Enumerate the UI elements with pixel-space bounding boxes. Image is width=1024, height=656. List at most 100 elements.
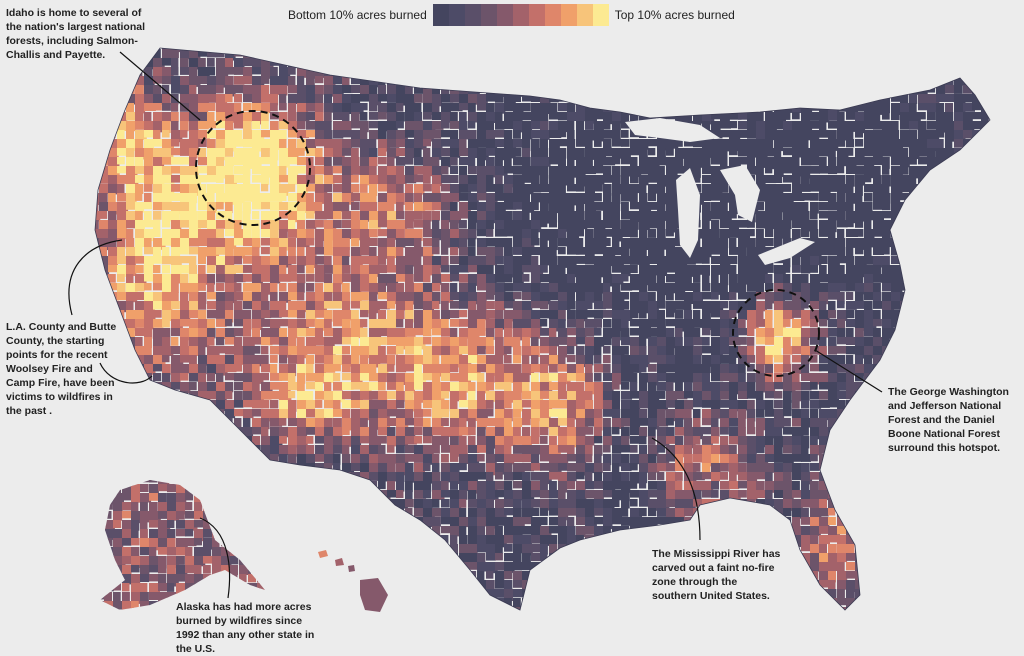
county-cell: [972, 265, 984, 273]
county-cell: [513, 382, 524, 393]
county-cell: [576, 202, 585, 214]
county-cell: [729, 202, 741, 215]
county-cell: [567, 283, 579, 293]
county-cell: [810, 238, 822, 248]
county-cell: [666, 400, 676, 408]
county-cell: [576, 166, 586, 176]
county-cell: [126, 391, 136, 400]
county-cell: [189, 58, 200, 70]
county-cell: [306, 265, 315, 274]
county-cell: [153, 382, 163, 394]
county-cell: [324, 238, 333, 248]
county-cell: [585, 166, 596, 175]
county-cell: [630, 427, 643, 436]
county-cell: [675, 166, 685, 174]
county-cell: [441, 229, 451, 239]
county-cell: [963, 319, 974, 329]
county-cell: [144, 157, 153, 170]
county-cell: [234, 220, 242, 232]
county-cell: [549, 382, 560, 391]
county-cell: [189, 85, 197, 95]
county-cell: [468, 202, 480, 210]
county-cell: [171, 130, 183, 143]
county-cell: [306, 121, 318, 130]
county-cell: [783, 274, 791, 287]
county-cell: [702, 427, 712, 435]
county-cell: [126, 220, 136, 229]
county-cell: [369, 229, 378, 238]
county-cell: [783, 328, 794, 339]
county-cell: [279, 310, 290, 318]
county-cell: [468, 220, 477, 231]
county-cell: [594, 346, 602, 356]
county-cell: [900, 130, 911, 142]
county-cell: [603, 121, 611, 130]
county-cell: [234, 202, 243, 214]
county-cell: [648, 355, 658, 363]
county-cell: [351, 157, 360, 170]
county-cell: [243, 427, 254, 437]
county-cell: [585, 130, 595, 141]
county-cell: [999, 328, 1009, 339]
county-cell: [162, 346, 174, 356]
county-cell: [882, 58, 890, 66]
county-cell: [864, 103, 874, 115]
county-cell: [423, 166, 433, 177]
county-cell: [855, 418, 868, 426]
county-cell: [873, 48, 885, 51]
county-cell: [567, 130, 575, 143]
county-cell: [234, 175, 246, 183]
county-cell: [387, 283, 397, 293]
county-cell: [261, 112, 269, 122]
county-cell: [243, 247, 255, 256]
county-cell: [756, 103, 766, 112]
county-cell: [819, 247, 831, 256]
county-cell: [765, 445, 778, 457]
county-cell: [459, 427, 471, 436]
county-cell: [882, 166, 890, 175]
county-cell: [189, 328, 199, 338]
county-cell: [558, 346, 567, 358]
county-cell: [225, 472, 237, 480]
county-cell: [630, 418, 641, 429]
county-cell: [279, 184, 289, 196]
county-cell: [945, 103, 953, 113]
county-cell: [387, 463, 396, 474]
county-cell: [783, 364, 792, 373]
county-cell: [225, 157, 234, 167]
county-cell: [198, 472, 206, 480]
county-cell: [414, 346, 422, 356]
county-cell: [504, 58, 512, 69]
county-cell: [675, 373, 688, 383]
county-cell: [486, 265, 494, 278]
county-cell: [171, 157, 183, 165]
county-cell: [837, 148, 849, 159]
county-cell: [396, 400, 405, 409]
county-cell: [558, 139, 570, 147]
county-cell: [369, 373, 380, 382]
county-cell: [486, 148, 496, 156]
county-cell: [783, 436, 793, 449]
county-cell: [540, 355, 550, 366]
county-cell: [270, 436, 283, 448]
county-cell: [630, 166, 642, 177]
county-cell: [900, 184, 910, 193]
county-cell: [315, 454, 327, 462]
county-cell: [900, 310, 909, 318]
county-cell: [612, 148, 623, 159]
county-cell: [297, 85, 310, 95]
county-cell: [612, 400, 620, 412]
county-cell: [792, 328, 802, 339]
county-cell: [585, 94, 595, 107]
county-cell: [828, 373, 840, 383]
county-cell: [747, 247, 759, 257]
county-cell: [252, 292, 264, 304]
county-cell: [945, 373, 954, 382]
county-cell: [864, 283, 876, 292]
county-cell: [954, 319, 967, 328]
county-cell: [180, 364, 192, 374]
county-cell: [477, 121, 488, 133]
county-cell: [783, 58, 793, 71]
county-cell: [279, 220, 289, 232]
county-cell: [612, 139, 623, 147]
